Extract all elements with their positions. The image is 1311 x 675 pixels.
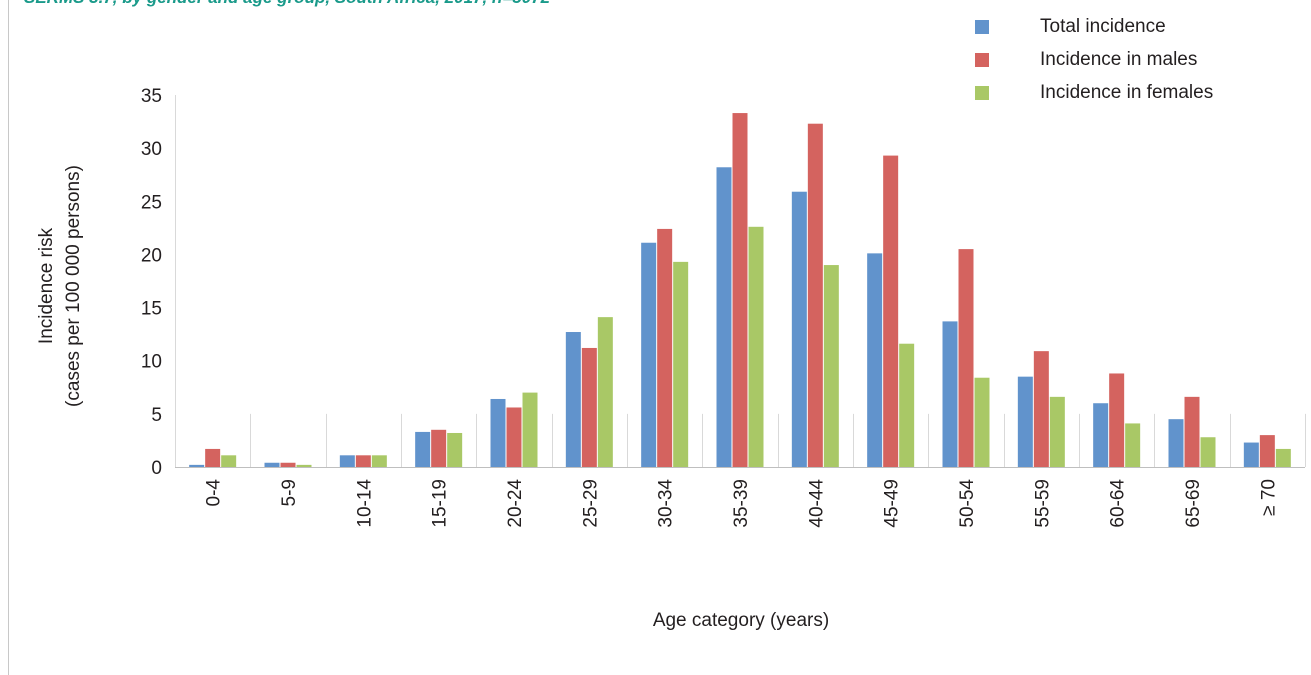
- bar-total-11: [1017, 376, 1033, 467]
- legend: Total incidence Incidence in males Incid…: [975, 10, 1213, 109]
- bar-females-3: [447, 432, 463, 467]
- bar-females-11: [1049, 396, 1065, 467]
- frame-border: [8, 0, 9, 675]
- x-axis-label: Age category (years): [653, 610, 829, 631]
- category-separators: [175, 95, 1306, 467]
- bar-total-4: [490, 398, 506, 467]
- bar-total-13: [1168, 419, 1184, 467]
- bar-females-4: [522, 392, 538, 467]
- y-tick-label: 0: [151, 458, 162, 479]
- legend-label-males: Incidence in males: [1040, 48, 1198, 70]
- bar-males-9: [883, 155, 899, 467]
- bar-males-5: [581, 347, 597, 467]
- x-tick-labels: 0-4 5-9 10-14 15-19 20-24 25-29 30-34 35-39 40-4…: [204, 479, 1280, 528]
- y-axis-label-line2: (cases per 100 000 persons): [63, 165, 84, 407]
- bar-males-11: [1033, 351, 1049, 467]
- bar-females-13: [1200, 437, 1216, 467]
- bar-males-6: [657, 228, 673, 467]
- bar-males-2: [355, 455, 371, 467]
- x-tick-label: 55-59: [1032, 479, 1053, 528]
- bar-total-8: [791, 191, 807, 467]
- x-tick-label: 0-4: [204, 479, 225, 507]
- bar-males-7: [732, 113, 748, 467]
- legend-item-males: Incidence in males: [975, 43, 1213, 76]
- bar-females-14: [1275, 448, 1291, 467]
- bar-females-6: [673, 261, 689, 467]
- x-tick-label: 25-29: [580, 479, 601, 528]
- legend-swatch-males: [975, 52, 989, 67]
- x-tick-label: 5-9: [279, 479, 300, 506]
- bar-total-2: [339, 455, 355, 467]
- legend-label-total: Total incidence: [1040, 15, 1166, 37]
- bar-males-4: [506, 407, 522, 467]
- y-tick-label: 5: [151, 405, 162, 426]
- y-tick-label: 25: [141, 192, 162, 213]
- x-tick-label: 50-54: [957, 479, 978, 528]
- bar-males-0: [205, 448, 221, 467]
- bar-males-10: [958, 249, 974, 467]
- bar-males-8: [807, 123, 823, 467]
- legend-item-females: Incidence in females: [975, 76, 1213, 109]
- bar-total-12: [1093, 403, 1109, 467]
- bar-females-5: [597, 317, 613, 467]
- bar-total-0: [189, 464, 205, 467]
- bar-total-5: [565, 332, 581, 467]
- bar-females-8: [823, 265, 839, 467]
- x-tick-label: 10-14: [354, 479, 375, 528]
- legend-swatch-females: [975, 85, 989, 100]
- y-axis-label-line1: Incidence risk: [36, 227, 57, 344]
- y-tick-label: 10: [141, 352, 162, 373]
- bar-males-1: [280, 462, 296, 467]
- y-tick-label: 20: [141, 245, 162, 266]
- y-tick-labels: 0 5 10 15 20 25 30 35: [141, 86, 162, 479]
- bar-females-2: [371, 455, 387, 467]
- bar-total-6: [641, 242, 657, 467]
- bar-females-1: [296, 464, 312, 467]
- bar-males-14: [1259, 435, 1275, 467]
- bar-total-10: [942, 321, 958, 467]
- bar-females-7: [748, 226, 764, 467]
- legend-item-total: Total incidence: [975, 10, 1213, 43]
- bar-males-3: [431, 429, 447, 467]
- bar-females-12: [1125, 423, 1141, 467]
- bar-total-9: [867, 253, 883, 467]
- x-tick-label: ≥ 70: [1258, 479, 1279, 516]
- x-tick-label: 35-39: [731, 479, 752, 528]
- bar-females-10: [974, 377, 990, 467]
- x-tick-label: 45-49: [882, 479, 903, 528]
- x-tick-label: 30-34: [656, 479, 677, 528]
- y-tick-label: 35: [141, 86, 162, 107]
- bar-total-7: [716, 167, 732, 467]
- bar-females-0: [221, 455, 237, 467]
- x-tick-label: 20-24: [505, 479, 526, 528]
- x-tick-label: 40-44: [806, 479, 827, 528]
- bar-females-9: [899, 343, 915, 467]
- bar-males-13: [1184, 396, 1200, 467]
- y-tick-label: 15: [141, 299, 162, 320]
- x-tick-label: 65-69: [1183, 479, 1204, 528]
- x-tick-label: 15-19: [430, 479, 451, 528]
- bars-group: [189, 113, 1291, 467]
- bar-total-3: [415, 431, 431, 467]
- bar-total-1: [264, 462, 280, 467]
- bar-total-14: [1243, 442, 1259, 467]
- x-tick-label: 60-64: [1108, 479, 1129, 528]
- y-tick-label: 30: [141, 139, 162, 160]
- bar-males-12: [1109, 373, 1125, 467]
- figure-caption: SERMS 3.7, by gender and age group, Sout…: [24, 0, 550, 8]
- legend-swatch-total: [975, 19, 989, 34]
- legend-label-females: Incidence in females: [1040, 81, 1214, 103]
